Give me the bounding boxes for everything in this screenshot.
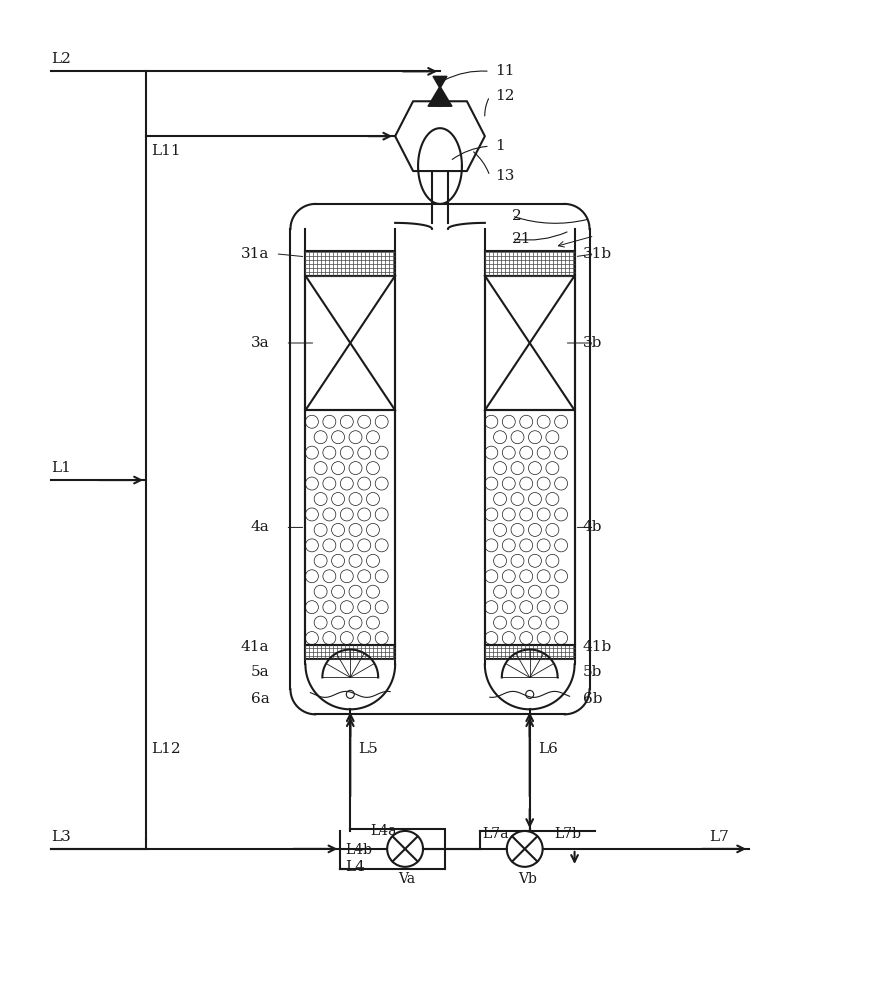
Text: L2: L2 (51, 52, 71, 66)
Text: 6b: 6b (582, 692, 602, 706)
Text: 1: 1 (495, 139, 504, 153)
Text: 41a: 41a (240, 640, 269, 654)
Text: L7: L7 (709, 830, 729, 844)
Bar (305, 645, 396, 659)
Text: L7b: L7b (554, 827, 581, 841)
Text: 31a: 31a (240, 247, 269, 261)
Polygon shape (428, 86, 452, 106)
Text: L5: L5 (359, 742, 378, 756)
Bar (485, 276, 574, 410)
Text: 2: 2 (512, 209, 522, 223)
Circle shape (507, 831, 543, 867)
Bar (485, 645, 574, 659)
Text: 5b: 5b (582, 665, 602, 679)
Bar (305, 410, 396, 645)
Text: L4b: L4b (346, 843, 373, 857)
Text: 3b: 3b (582, 336, 602, 350)
Bar (305, 251, 396, 276)
Text: L3: L3 (51, 830, 71, 844)
Text: 6a: 6a (251, 692, 269, 706)
Circle shape (387, 831, 423, 867)
Text: 12: 12 (495, 89, 514, 103)
Text: 4a: 4a (251, 520, 269, 534)
Text: L4: L4 (346, 860, 365, 874)
Text: 13: 13 (495, 169, 514, 183)
Text: 11: 11 (495, 64, 514, 78)
Text: L7a: L7a (481, 827, 509, 841)
Bar (305, 276, 396, 410)
Text: 5a: 5a (251, 665, 269, 679)
Text: L6: L6 (538, 742, 558, 756)
Polygon shape (433, 76, 447, 88)
Text: 31b: 31b (582, 247, 611, 261)
Text: Vb: Vb (517, 872, 537, 886)
Text: 4b: 4b (582, 520, 602, 534)
Text: L12: L12 (151, 742, 181, 756)
Text: L1: L1 (51, 461, 71, 475)
Text: L4a: L4a (370, 824, 396, 838)
Text: L11: L11 (151, 144, 181, 158)
Text: 21: 21 (512, 232, 531, 246)
Text: 3a: 3a (251, 336, 269, 350)
Bar (485, 251, 574, 276)
Bar (485, 410, 574, 645)
Text: Va: Va (398, 872, 415, 886)
Text: 41b: 41b (582, 640, 612, 654)
